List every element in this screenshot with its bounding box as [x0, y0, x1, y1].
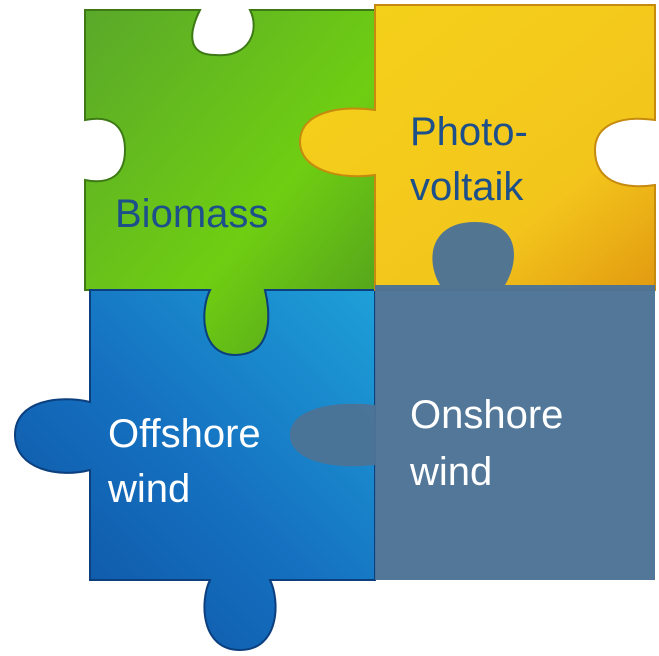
piece-label: Photo- — [410, 110, 528, 154]
piece-offshore-wind — [13, 289, 376, 652]
piece-label: Biomass — [115, 192, 268, 236]
piece-label: Offshore — [108, 412, 261, 456]
piece-label: Onshore — [410, 393, 563, 437]
piece-label: voltaik — [410, 165, 524, 209]
piece-onshore-wind — [290, 222, 655, 580]
piece-label: wind — [107, 467, 190, 511]
piece-label: wind — [409, 450, 492, 494]
